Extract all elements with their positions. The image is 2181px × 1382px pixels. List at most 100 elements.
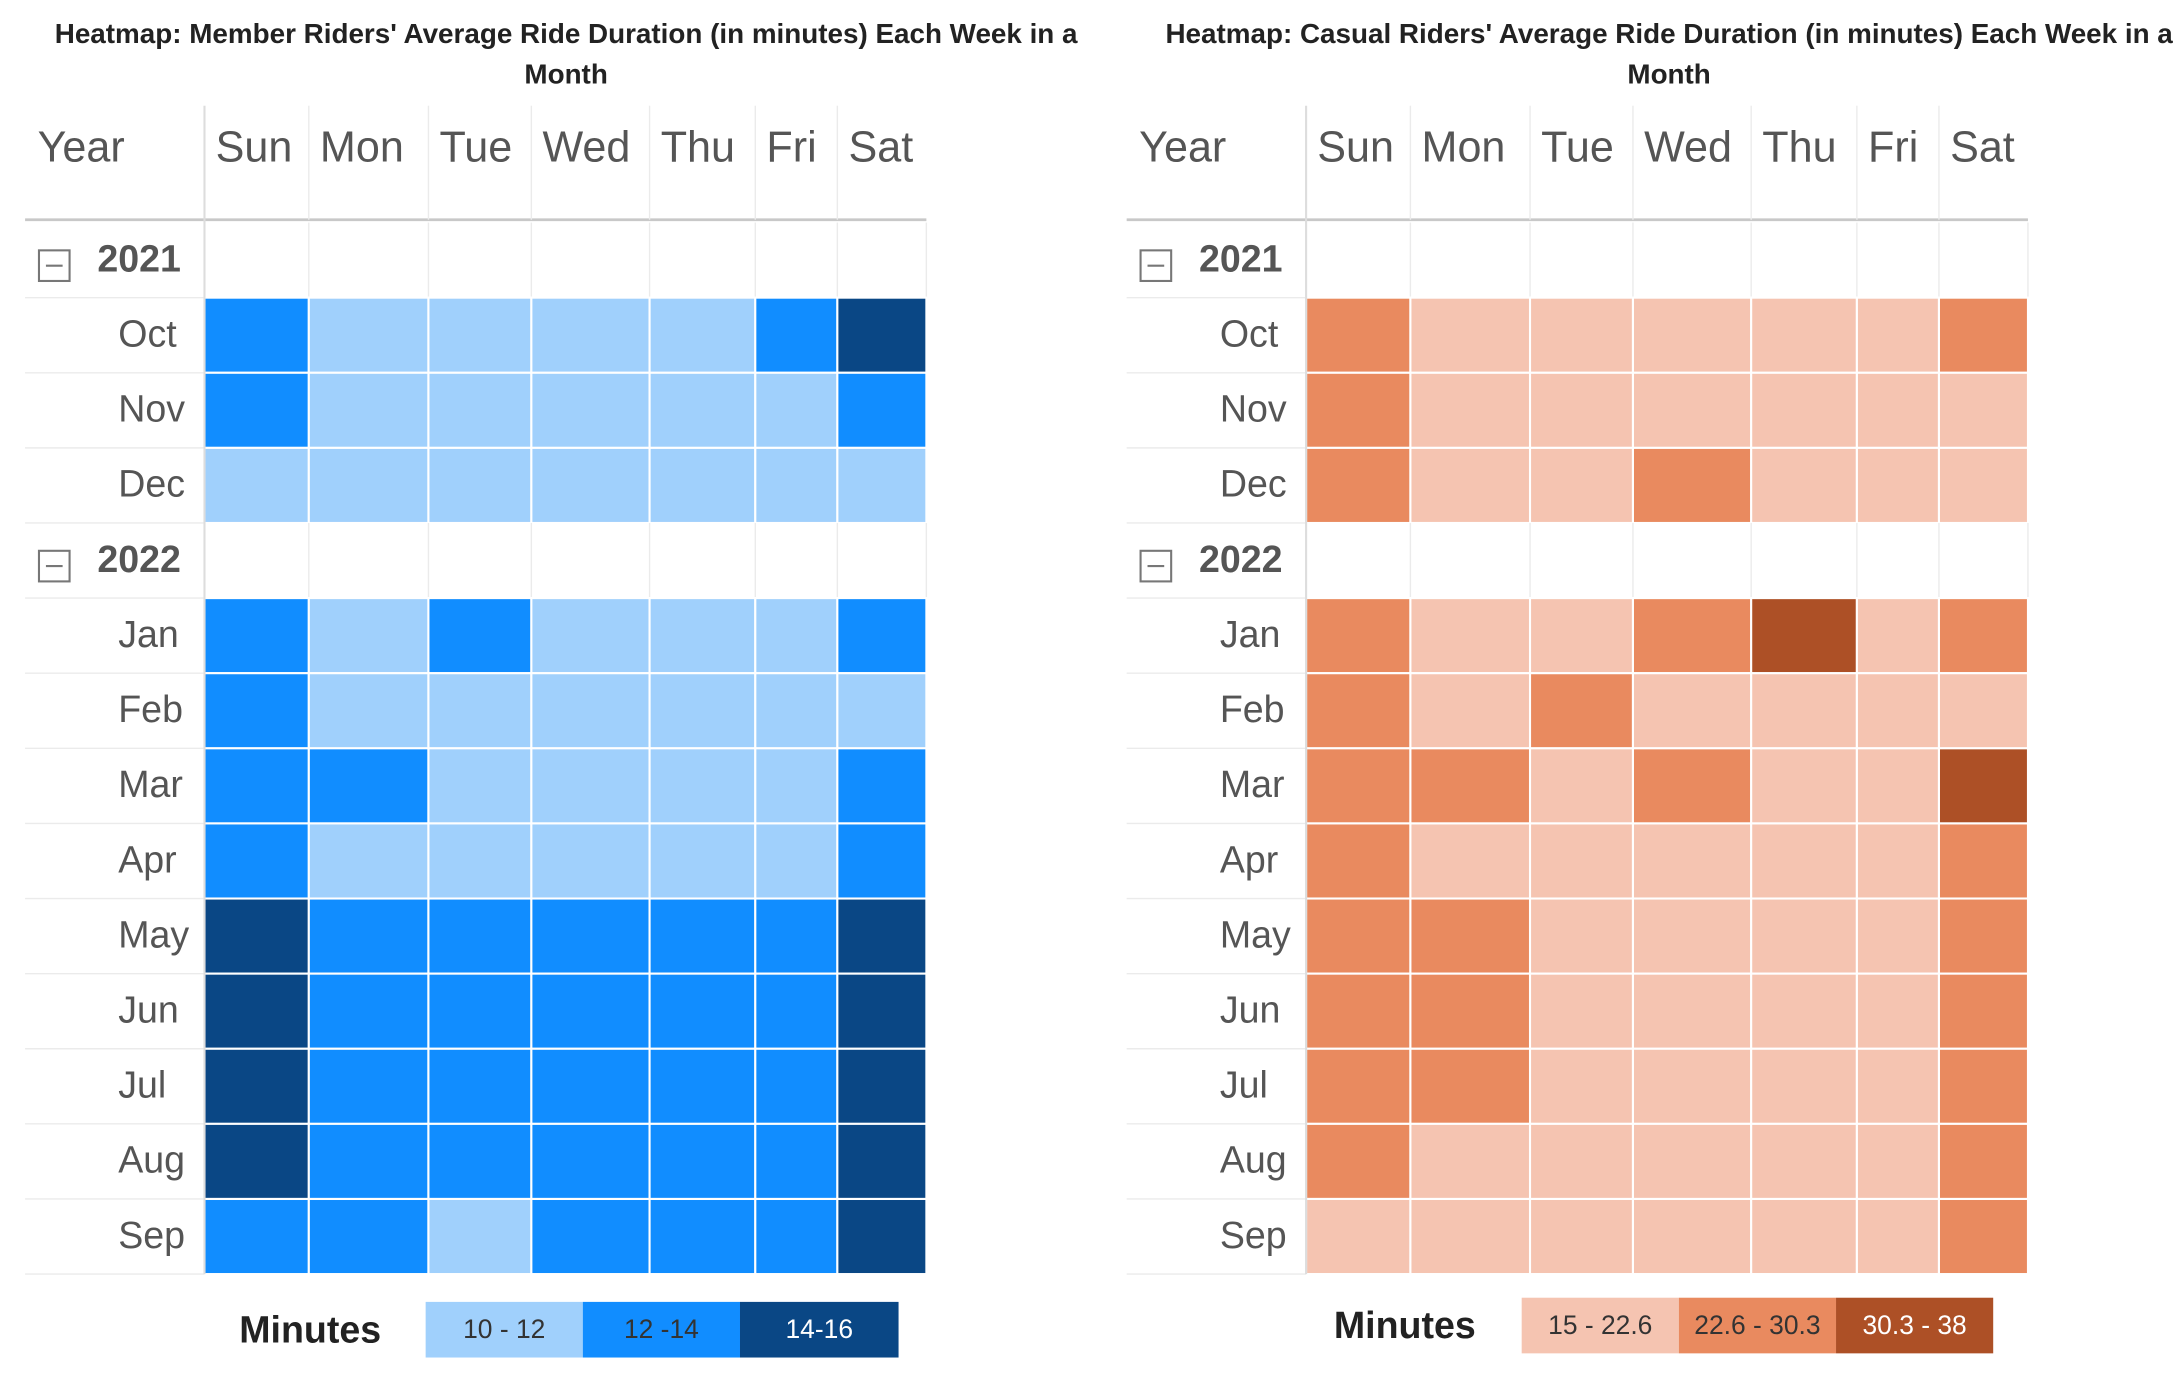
- column-header: Wed: [1644, 124, 1732, 172]
- heat-cell: [530, 897, 651, 975]
- heat-cell: [648, 1122, 757, 1201]
- heat-cell: [307, 822, 430, 900]
- heat-cell: [1631, 897, 1753, 975]
- heat-cell: [1631, 747, 1753, 825]
- row-label: Apr: [118, 838, 176, 880]
- column-header: Tue: [1541, 124, 1614, 172]
- heat-cell: [203, 1047, 310, 1125]
- heat-cell: [1937, 371, 2030, 449]
- row-label: Jun: [1220, 989, 1281, 1031]
- column-header: Mon: [320, 124, 404, 172]
- heat-cell: [1750, 371, 1858, 449]
- heat-cell: [1750, 822, 1858, 900]
- heat-cell: [1855, 446, 1940, 525]
- heat-cell: [1937, 822, 2030, 900]
- heat-cell: [1855, 1197, 1940, 1276]
- heat-cell: [1750, 672, 1858, 750]
- heat-cell: [836, 1047, 928, 1125]
- heat-cell: [1855, 822, 1940, 900]
- heat-cell: [203, 1122, 310, 1201]
- heat-cell: [203, 446, 310, 525]
- heat-cell: [1855, 1047, 1940, 1125]
- row-label: Jul: [1220, 1064, 1268, 1106]
- heat-cell: [648, 1047, 757, 1125]
- group-label: 2022: [97, 538, 181, 580]
- heat-cell: [1631, 822, 1753, 900]
- heat-cell: [1631, 597, 1753, 675]
- heat-cell: [754, 1122, 839, 1201]
- heat-cell: [530, 747, 651, 825]
- heat-cell: [530, 672, 651, 750]
- heat-cell: [754, 1197, 839, 1276]
- row-label: Dec: [1220, 463, 1287, 505]
- column-header: Fri: [1868, 124, 1918, 172]
- heat-cell: [1855, 972, 1940, 1050]
- heat-cell: [530, 1197, 651, 1276]
- heat-cell: [307, 296, 430, 374]
- heat-cell: [1409, 1197, 1532, 1276]
- heat-cell: [1750, 897, 1858, 975]
- chart-title-box: Heatmap: Member Riders' Average Ride Dur…: [55, 19, 1078, 90]
- heat-cell: [1855, 1122, 1940, 1201]
- heat-cell: [307, 972, 430, 1050]
- heat-cell: [1528, 597, 1634, 675]
- heat-cell: [530, 1047, 651, 1125]
- legend-label: 12 -14: [624, 1314, 699, 1344]
- row-header: Year: [1139, 124, 1226, 172]
- heat-cell: [1528, 672, 1634, 750]
- heat-cell: [1750, 446, 1858, 525]
- column-header: Mon: [1422, 124, 1506, 172]
- row-label: Oct: [1220, 313, 1279, 355]
- heat-cell: [1409, 371, 1532, 449]
- heat-cell: [1631, 672, 1753, 750]
- row-label: Jan: [1220, 613, 1281, 655]
- collapse-icon: [37, 249, 71, 283]
- heat-cell: [1528, 897, 1634, 975]
- heat-cell: [427, 672, 533, 750]
- group-label: 2021: [97, 237, 181, 279]
- heat-cell: [1631, 446, 1753, 525]
- heat-cell: [836, 972, 928, 1050]
- column-header: Sat: [1950, 124, 2015, 172]
- heat-cell: [1937, 296, 2030, 374]
- heat-cell: [836, 672, 928, 750]
- heat-cell: [307, 371, 430, 449]
- heat-cell: [648, 296, 757, 374]
- heat-cell: [1750, 1047, 1858, 1125]
- heat-cell: [427, 897, 533, 975]
- heat-cell: [648, 822, 757, 900]
- heat-cell: [1937, 747, 2030, 825]
- heat-cell: [530, 597, 651, 675]
- heat-cell: [203, 972, 310, 1050]
- heat-cell: [1631, 972, 1753, 1050]
- heat-cell: [836, 371, 928, 449]
- heat-cell: [754, 672, 839, 750]
- legend-title: Minutes: [239, 1308, 381, 1350]
- heat-cell: [1855, 296, 1940, 374]
- column-header: Sun: [216, 124, 293, 172]
- heat-cell: [203, 1197, 310, 1276]
- heat-cell: [754, 897, 839, 975]
- heat-cell: [307, 897, 430, 975]
- heat-cell: [1305, 371, 1412, 449]
- heat-cell: [427, 446, 533, 525]
- row-label: Oct: [118, 313, 177, 355]
- heat-cell: [203, 597, 310, 675]
- heat-cell: [1528, 446, 1634, 525]
- row-label: Feb: [1220, 688, 1285, 730]
- heat-cell: [1855, 897, 1940, 975]
- heat-cell: [427, 1122, 533, 1201]
- legend-swatch: [1521, 1297, 1679, 1354]
- heat-cell: [1305, 1197, 1412, 1276]
- heat-cell: [427, 1197, 533, 1276]
- heat-cell: [427, 597, 533, 675]
- heat-cell: [1855, 672, 1940, 750]
- heat-cell: [754, 1047, 839, 1125]
- column-header: Thu: [1762, 124, 1836, 172]
- heat-cell: [1937, 1197, 2030, 1276]
- heat-cell: [427, 1047, 533, 1125]
- heat-cell: [530, 1122, 651, 1201]
- row-label: May: [118, 913, 189, 955]
